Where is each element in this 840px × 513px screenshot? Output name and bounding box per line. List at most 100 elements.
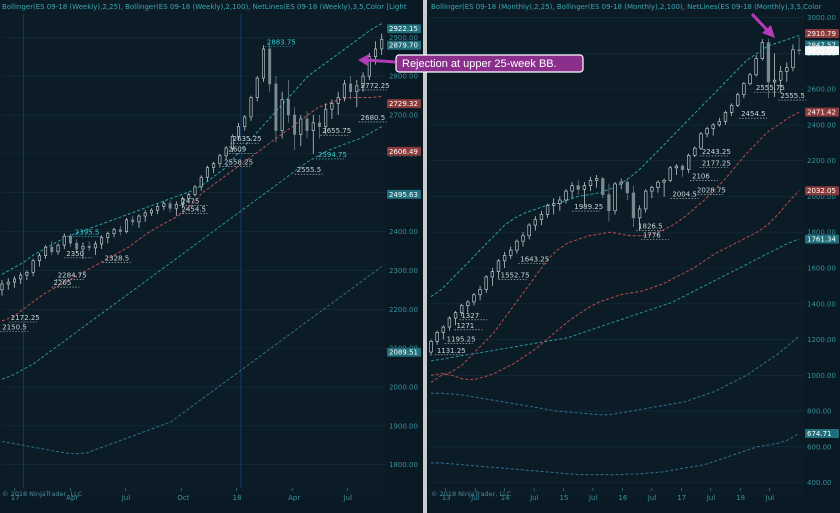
candle-body bbox=[650, 187, 654, 192]
candle-body bbox=[69, 235, 72, 244]
x-tick-label: Apr bbox=[288, 494, 300, 502]
price-level-label: 1552.75 bbox=[501, 271, 530, 279]
candle-body bbox=[125, 219, 128, 232]
price-level-label: 2177.25 bbox=[702, 160, 731, 168]
indicator-line bbox=[430, 111, 800, 383]
y-tick-label: 2400.00 bbox=[389, 228, 418, 236]
x-tick-label: 17 bbox=[677, 494, 686, 502]
y-tick-label: 2600.00 bbox=[807, 86, 836, 94]
candle-body bbox=[515, 240, 519, 251]
price-badge bbox=[387, 40, 421, 50]
candle-body bbox=[680, 165, 685, 170]
candle-body bbox=[19, 274, 23, 280]
price-level-label: 2635.25 bbox=[233, 135, 262, 143]
price-badge bbox=[805, 107, 839, 117]
candle-body bbox=[539, 214, 544, 220]
candle-body bbox=[552, 203, 556, 206]
candle-body bbox=[576, 185, 580, 190]
candle-body bbox=[324, 108, 328, 127]
candle-body bbox=[255, 77, 259, 98]
y-tick-label: 3000.00 bbox=[807, 14, 836, 22]
candle-body bbox=[687, 155, 691, 170]
candle-body bbox=[355, 85, 359, 93]
candle-body bbox=[280, 99, 284, 131]
candle-body bbox=[162, 203, 166, 207]
x-tick-label: 15 bbox=[560, 494, 569, 502]
candle-body bbox=[656, 181, 660, 188]
candle-body bbox=[791, 49, 795, 68]
y-tick-label: 1200.00 bbox=[807, 336, 836, 344]
panel-divider[interactable] bbox=[423, 0, 427, 513]
price-level-label: 1643.25 bbox=[520, 255, 549, 263]
price-badge-label: 674.71 bbox=[807, 430, 832, 438]
candle-body bbox=[118, 229, 122, 232]
candle-body bbox=[37, 255, 41, 262]
candle-body bbox=[243, 116, 247, 127]
price-badge bbox=[387, 189, 421, 199]
price-badge bbox=[805, 29, 839, 39]
price-badge bbox=[805, 46, 839, 56]
price-level-label: 2172.25 bbox=[11, 314, 40, 322]
price-badge-label: 2471.42 bbox=[807, 109, 836, 117]
candle-body bbox=[668, 167, 672, 181]
candle-body bbox=[447, 317, 452, 328]
price-level-label: 2004.5 bbox=[672, 191, 697, 199]
price-badge bbox=[805, 186, 839, 196]
candle-body bbox=[582, 185, 587, 190]
price-badge-label: 2606.49 bbox=[389, 148, 418, 156]
price-badge bbox=[387, 347, 421, 357]
price-badge-label: 1761.34 bbox=[807, 236, 836, 244]
candle-body bbox=[564, 190, 568, 201]
x-tick-label: 17 bbox=[11, 494, 20, 502]
candle-body bbox=[367, 56, 371, 77]
candle-body bbox=[533, 219, 537, 226]
candle-body bbox=[736, 94, 740, 106]
candle-body bbox=[286, 99, 290, 116]
x-tick-label: 18 bbox=[233, 494, 242, 502]
candle-body bbox=[12, 278, 16, 283]
y-tick-label: 2400.00 bbox=[807, 121, 836, 129]
candle-body bbox=[453, 312, 458, 319]
candle-body bbox=[509, 249, 513, 256]
candle-body bbox=[62, 235, 66, 246]
candle-body bbox=[318, 122, 321, 127]
candle-body bbox=[711, 124, 715, 129]
rejection-callout: Rejection at upper 25-week BB. bbox=[358, 12, 775, 73]
price-badge bbox=[805, 428, 839, 438]
monthly-arrowhead bbox=[762, 25, 775, 38]
price-level-label: 1989.25 bbox=[574, 203, 603, 211]
x-tick-label: Jul bbox=[121, 494, 131, 502]
weekly-header: Bollinger(ES 09-18 (Weekly),2,25), Bolli… bbox=[2, 3, 407, 11]
candle-body bbox=[249, 97, 253, 118]
candle-body bbox=[466, 301, 470, 306]
candle-body bbox=[311, 122, 315, 131]
y-tick-label: 2200.00 bbox=[389, 306, 418, 314]
price-level-label: 2284.75 bbox=[58, 271, 87, 279]
candle-body bbox=[693, 147, 697, 156]
candle-body bbox=[174, 204, 178, 209]
price-level-label: 2555.5 bbox=[297, 166, 322, 174]
price-level-label: 2475 bbox=[181, 197, 199, 205]
candle-body bbox=[349, 83, 353, 93]
price-badge-label: 2495.63 bbox=[389, 191, 418, 199]
x-tick-label: Oct bbox=[177, 494, 189, 502]
x-tick-label: Jul bbox=[470, 494, 480, 502]
y-tick-label: 2800.00 bbox=[389, 73, 418, 81]
price-level-label: 2555.5 bbox=[780, 92, 805, 100]
candle-body bbox=[293, 114, 297, 135]
x-tick-label: 13 bbox=[442, 494, 451, 502]
y-tick-label: 1400.00 bbox=[807, 300, 836, 308]
candle-body bbox=[631, 192, 636, 219]
price-badge-label: 2032.05 bbox=[807, 187, 836, 195]
price-level-label: 2680.5 bbox=[361, 114, 386, 122]
y-tick-label: 600.00 bbox=[807, 443, 832, 451]
candle-body bbox=[75, 242, 79, 250]
y-tick-label: 2200.00 bbox=[807, 157, 836, 165]
candle-body bbox=[237, 126, 241, 137]
price-level-label: 1776 bbox=[643, 232, 661, 240]
candle-body bbox=[662, 180, 666, 183]
x-tick-label: 14 bbox=[501, 494, 510, 502]
candle-body bbox=[502, 255, 507, 262]
price-badge bbox=[387, 99, 421, 109]
